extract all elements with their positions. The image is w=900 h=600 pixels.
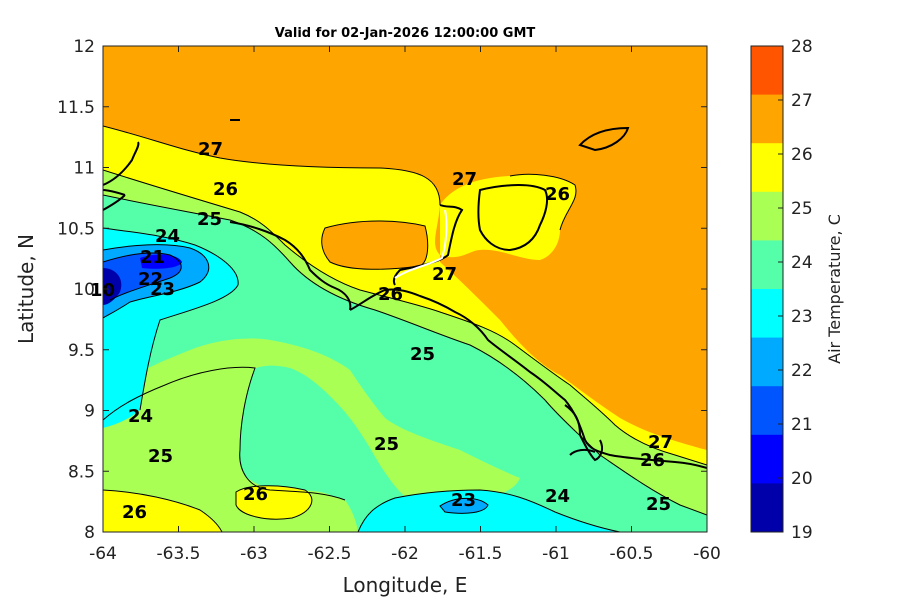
colorbar-tick-label: 28 <box>791 37 813 57</box>
y-axis-label: Latitude, N <box>14 234 38 344</box>
y-axis: 12 11.5 11 10.5 10 9.5 9 8.5 8 <box>57 37 707 543</box>
x-tick-label: -62 <box>391 544 419 564</box>
y-tick-label: 11 <box>73 159 95 179</box>
y-tick-label: 10 <box>73 280 95 300</box>
contour-label: 24 <box>545 486 570 507</box>
inner-orange-region <box>321 221 428 270</box>
contour-field <box>103 46 707 532</box>
colorbar-tick-label: 20 <box>791 469 813 489</box>
plot-title: Valid for 02-Jan-2026 12:00:00 GMT <box>275 26 536 41</box>
colorbar-tick-label: 19 <box>791 523 813 543</box>
x-tick-label: -60.5 <box>610 544 654 564</box>
x-tick-label: -63.5 <box>157 544 201 564</box>
colorbar-tick-label: 24 <box>791 253 813 273</box>
y-tick-label: 10.5 <box>57 219 95 239</box>
x-tick-label: -62.5 <box>308 544 352 564</box>
x-axis-label: Longitude, E <box>343 573 468 597</box>
contour-lines <box>103 125 707 532</box>
x-tick-label: -60 <box>693 544 721 564</box>
colorbar-tick-label: 23 <box>791 307 813 327</box>
y-tick-label: 12 <box>73 37 95 57</box>
colorbar-label: Air Temperature, C <box>825 214 844 364</box>
x-axis: -64 -63.5 -63 -62.5 -62 -61.5 -61 -60.5 -60 <box>89 46 721 564</box>
x-tick-label: -61.5 <box>459 544 503 564</box>
contour-label: 26 <box>640 450 665 471</box>
band-20-21-blob <box>140 254 182 269</box>
y-tick-label: 8.5 <box>68 462 95 482</box>
x-tick-label: -61 <box>542 544 570 564</box>
x-tick-label: -64 <box>89 544 117 564</box>
colorbar-segment <box>751 240 783 290</box>
band-22-23-blob <box>440 498 488 514</box>
colorbar-tick-label: 21 <box>791 415 813 435</box>
colorbar-segment <box>751 94 783 144</box>
colorbar-tick-label: 22 <box>791 361 813 381</box>
contour-label: 25 <box>410 344 435 365</box>
band-23-24 <box>103 195 707 532</box>
colorbar-segment <box>751 386 783 436</box>
contour-label: 21 <box>140 247 165 268</box>
y-tick-label: 8 <box>84 523 95 543</box>
contour-label: 23 <box>150 279 175 300</box>
contour-labels: 27 26 25 24 21 22 23 10 27 26 27 26 25 2… <box>90 139 673 523</box>
contour-label: 24 <box>155 226 180 247</box>
contour-label: 25 <box>374 434 399 455</box>
x-tick-label: -63 <box>240 544 268 564</box>
colorbar-frame <box>750 45 784 533</box>
band-19-20 <box>103 268 122 305</box>
contour-label: 27 <box>648 432 673 453</box>
contour-label: 22 <box>138 269 163 290</box>
contour-label: 26 <box>545 184 570 205</box>
y-tick-label: 9 <box>84 402 95 422</box>
band-25-26-patch <box>236 485 312 520</box>
colorbar-segment <box>751 483 783 533</box>
contour-label: 23 <box>451 490 476 511</box>
contour-label: 26 <box>243 484 268 505</box>
contour-label: 24 <box>128 406 153 427</box>
contour-label: 25 <box>197 209 222 230</box>
contour-label: 26 <box>213 179 238 200</box>
colorbar-tick-label: 25 <box>791 199 813 219</box>
colorbar-segment <box>751 46 783 96</box>
colorbar-segment <box>751 434 783 484</box>
band-25-26-bottom-left <box>103 490 222 532</box>
colorbar-tick-label: 27 <box>791 91 813 111</box>
y-tick-label: 9.5 <box>68 341 95 361</box>
coastlines <box>103 119 707 469</box>
colorbar-segment <box>751 337 783 387</box>
colorbar-segment <box>751 289 783 339</box>
contour-label: 27 <box>452 169 477 190</box>
contour-label: 27 <box>432 264 457 285</box>
contour-label: 26 <box>122 502 147 523</box>
colorbar-tick-label: 26 <box>791 145 813 165</box>
colorbar-segment <box>751 143 783 193</box>
contour-label: 25 <box>646 494 671 515</box>
colorbar-segment <box>751 191 783 241</box>
colorbar: 28 27 26 25 24 23 22 21 20 19 <box>750 37 813 543</box>
band-24-25-lower <box>103 367 358 532</box>
contour-label: 26 <box>378 284 403 305</box>
contour-label: 27 <box>198 139 223 160</box>
band-22-23-bottom <box>358 490 620 532</box>
contour-label: 25 <box>148 446 173 467</box>
river-highlight <box>394 209 448 279</box>
y-tick-label: 11.5 <box>57 98 95 118</box>
